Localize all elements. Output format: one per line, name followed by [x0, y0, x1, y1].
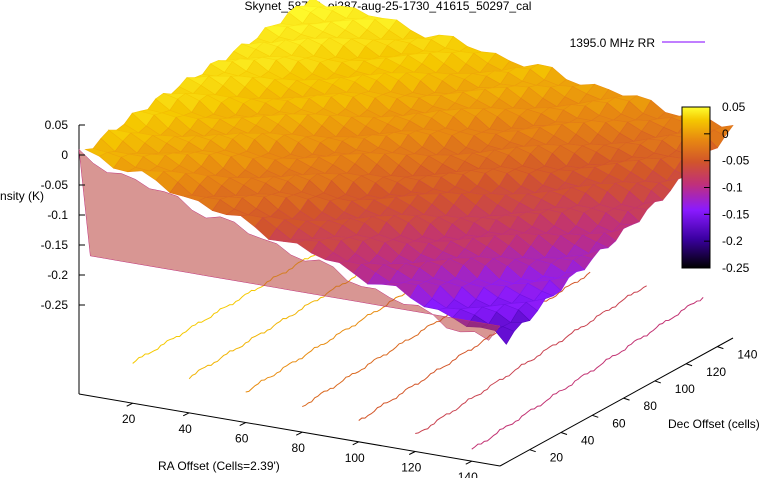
ra-tick-mark	[295, 431, 303, 436]
intensity-tick-label: -0.2	[47, 268, 68, 282]
intensity-axis-label: Intensity (K)	[0, 189, 44, 203]
ra-tick-mark	[409, 451, 416, 455]
ra-tick-label: 80	[292, 441, 306, 455]
dec-axis-line	[499, 337, 734, 467]
dec-tick-mark	[623, 397, 630, 401]
intensity-tick-label: 0	[61, 148, 68, 162]
projection-trace	[471, 297, 704, 450]
projection-trace	[358, 271, 591, 421]
ra-tick-label: 40	[179, 422, 193, 436]
ra-tick-mark	[126, 402, 133, 407]
dec-tick-mark	[529, 449, 536, 453]
colorbar-ticks: 0.05 0 -0.05 -0.1 -0.15 -0.2 -0.25	[704, 100, 750, 275]
colorbar-tick-label: -0.1	[722, 181, 743, 195]
intensity-tick-label: -0.05	[41, 178, 69, 192]
colorbar-tick-label: -0.2	[722, 234, 743, 248]
dec-tick-mark	[592, 414, 599, 418]
ra-tick-label: 140	[458, 470, 478, 478]
colorbar: 0.05 0 -0.05 -0.1 -0.15 -0.2 -0.25	[681, 100, 750, 275]
intensity-axis-ticks: 0.05 0 -0.05 -0.1 -0.15 -0.2 -0.25	[41, 118, 85, 312]
colorbar-tick-label: -0.25	[722, 261, 750, 275]
colorbar-tick-label: -0.05	[722, 154, 750, 168]
dec-tick-label: 40	[581, 433, 595, 447]
dec-axis-label: Dec Offset (cells)	[668, 417, 760, 431]
ra-tick-label: 60	[235, 432, 249, 446]
ra-tick-mark	[182, 412, 190, 417]
floor-axes	[78, 125, 734, 467]
intensity-tick-label: 0.05	[45, 118, 69, 132]
dec-tick-mark	[685, 363, 693, 367]
dec-tick-label: 20	[550, 451, 564, 465]
ra-tick-label: 20	[122, 412, 136, 426]
dec-tick-mark	[717, 346, 724, 350]
dec-tick-label: 100	[675, 382, 695, 396]
ra-axis-ticks: 20 40 60 80 100 120 140	[122, 402, 478, 478]
floor-projections	[132, 224, 704, 450]
colorbar-tick-label: 0.05	[722, 100, 746, 114]
dec-tick-mark	[560, 432, 568, 435]
chart-title: Skynet_58730_oj287-aug-25-1730_41615_502…	[245, 0, 532, 13]
dec-tick-label: 80	[644, 399, 658, 413]
dec-tick-mark	[654, 380, 661, 384]
ra-tick-mark	[465, 460, 472, 465]
intensity-tick-label: -0.25	[41, 298, 69, 312]
legend: 1395.0 MHz RR	[570, 36, 705, 50]
colorbar-tick-label: 0	[722, 127, 729, 141]
surface-front-edge	[78, 148, 501, 341]
ra-tick-mark	[352, 441, 359, 446]
ra-axis-line	[78, 393, 501, 467]
ra-tick-label: 100	[345, 451, 365, 465]
dec-tick-label: 60	[612, 416, 626, 430]
dec-axis-ticks: 20 40 60 80 100 120 140	[529, 346, 758, 465]
ra-tick-label: 120	[401, 461, 421, 475]
projection-trace	[415, 285, 647, 434]
intensity-tick-label: -0.15	[41, 238, 69, 252]
legend-label: 1395.0 MHz RR	[570, 36, 656, 50]
ra-axis-label: RA Offset (Cells=2.39')	[158, 459, 280, 473]
intensity-tick-label: -0.1	[47, 208, 68, 222]
ra-tick-mark	[239, 422, 246, 426]
dec-tick-label: 120	[706, 365, 726, 379]
surface-cell	[494, 326, 515, 345]
colorbar-tick-label: -0.15	[722, 207, 750, 221]
dec-tick-label: 140	[737, 348, 757, 362]
